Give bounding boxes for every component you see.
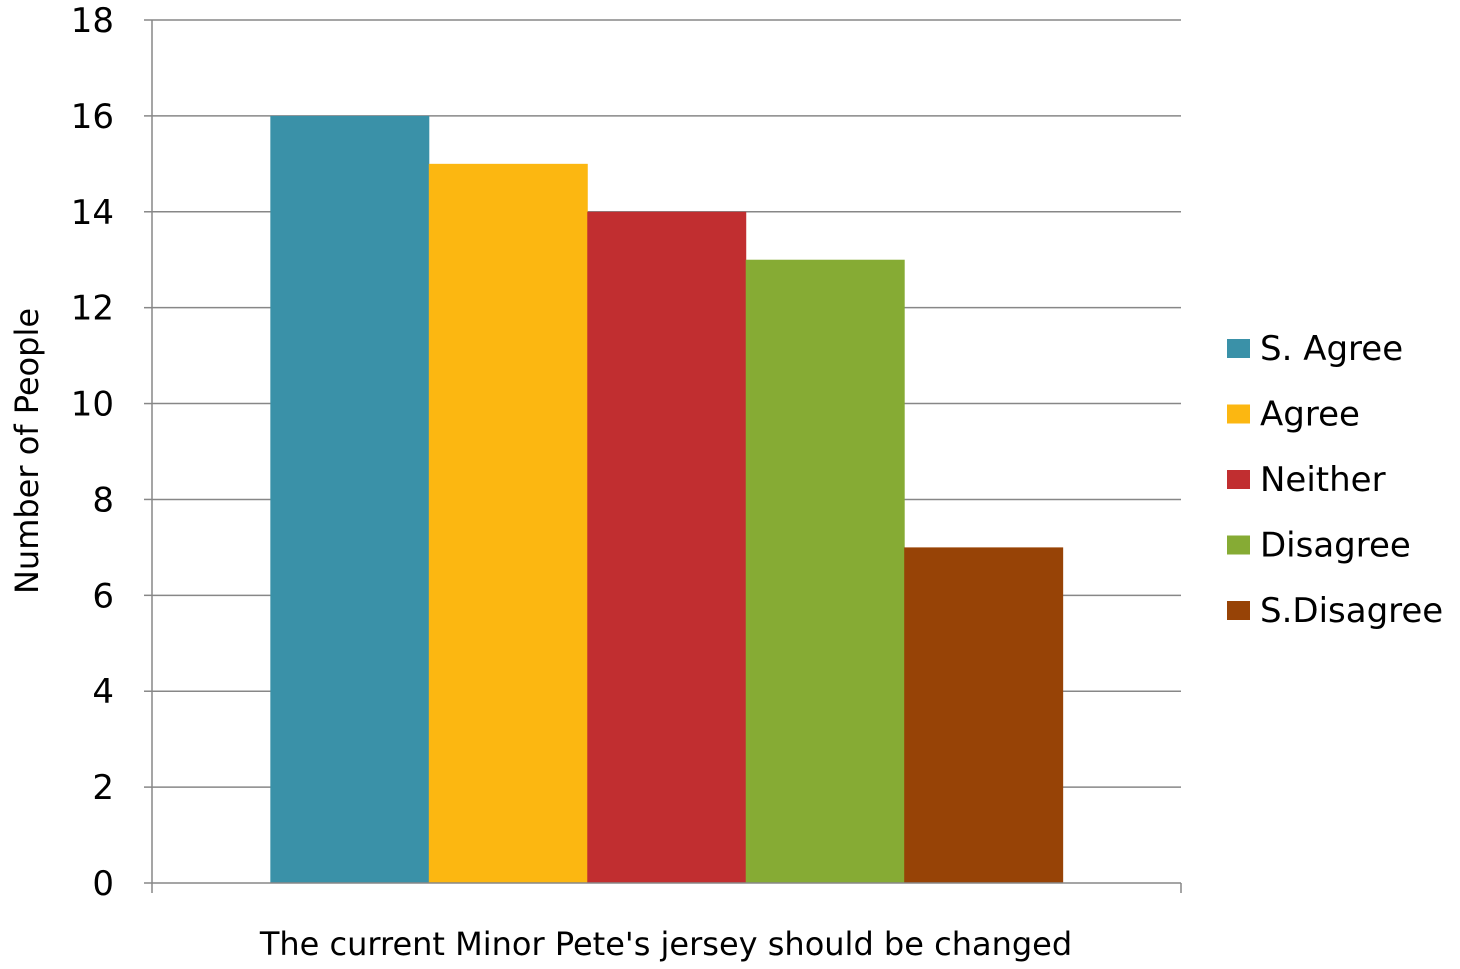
y-tick-label-0: 0: [92, 864, 114, 904]
y-tick-label-10: 10: [71, 385, 114, 425]
legend-label-neither: Neither: [1260, 460, 1386, 500]
y-axis-ticks: 0 2 4 6 8 10 12 14 16 18: [71, 1, 152, 904]
bars: [270, 115, 1064, 884]
x-axis-title: The current Minor Pete's jersey should b…: [259, 925, 1072, 963]
y-tick-label-6: 6: [92, 576, 114, 616]
legend-swatch-s-disagree: [1227, 601, 1250, 620]
legend: S. Agree Agree Neither Disagree S.Disagree: [1227, 329, 1443, 631]
y-tick-label-4: 4: [92, 672, 114, 712]
bar-s-disagree: [904, 547, 1064, 883]
y-axis-title: Number of People: [8, 308, 46, 594]
legend-label-s-agree: S. Agree: [1260, 329, 1403, 369]
legend-swatch-disagree: [1227, 535, 1250, 555]
legend-swatch-neither: [1227, 470, 1250, 489]
y-tick-label-2: 2: [92, 768, 114, 808]
bar-agree: [428, 163, 588, 884]
legend-swatch-agree: [1227, 404, 1250, 424]
y-tick-label-12: 12: [71, 289, 114, 329]
legend-label-s-disagree: S.Disagree: [1260, 591, 1443, 631]
y-tick-label-8: 8: [92, 480, 114, 520]
y-tick-label-14: 14: [71, 193, 114, 233]
bar-disagree: [745, 259, 905, 883]
axes: [151, 20, 1182, 893]
legend-swatch-s-agree: [1227, 339, 1250, 358]
legend-label-agree: Agree: [1260, 395, 1360, 435]
bar-s-agree: [270, 115, 430, 883]
legend-label-disagree: Disagree: [1260, 526, 1411, 566]
bar-neither: [587, 211, 747, 883]
y-tick-label-18: 18: [71, 1, 114, 41]
y-tick-label-16: 16: [71, 97, 114, 137]
